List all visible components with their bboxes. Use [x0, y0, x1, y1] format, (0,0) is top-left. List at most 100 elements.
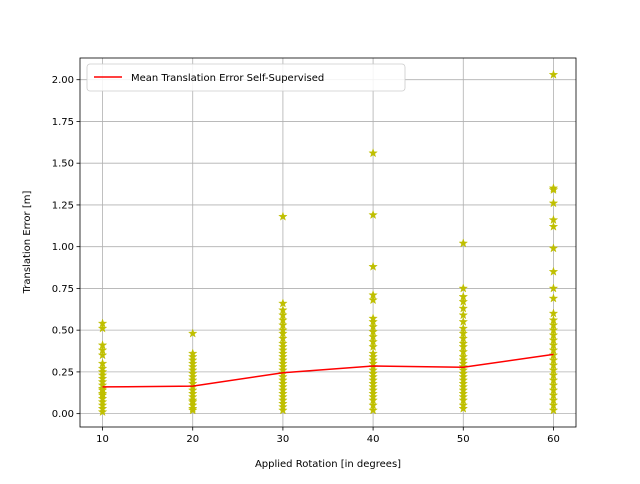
scatter-star [368, 341, 378, 351]
scatter-star [548, 360, 559, 370]
scatter-star [187, 385, 198, 395]
scatter-star [368, 388, 378, 398]
scatter-star [458, 375, 469, 385]
scatter-star [278, 381, 288, 391]
x-tick-label: 30 [277, 434, 290, 445]
scatter-star [458, 403, 469, 413]
scatter-star [97, 373, 108, 383]
scatter-star [548, 340, 559, 350]
scatter-star [97, 376, 108, 386]
scatter-star [368, 385, 378, 395]
scatter-star [548, 293, 559, 303]
scatter-star [458, 296, 469, 306]
scatter-star [97, 403, 108, 413]
scatter-star [278, 325, 288, 335]
scatter-star [278, 391, 288, 401]
scatter-star [548, 320, 559, 330]
scatter-star [187, 361, 198, 371]
y-tick-label: 2.00 [52, 75, 74, 86]
scatter-star [548, 355, 559, 365]
scatter-star [548, 345, 559, 355]
scatter-star [548, 183, 559, 193]
scatter-star [548, 385, 559, 395]
x-tick-label: 60 [547, 434, 560, 445]
scatter-star [548, 365, 559, 375]
scatter-star [278, 385, 288, 395]
scatter-star [548, 198, 559, 208]
scatter-star [278, 378, 288, 388]
scatter-star [458, 341, 469, 351]
scatter-star [458, 391, 469, 401]
scatter-star [97, 388, 108, 398]
scatter-star [278, 388, 288, 398]
scatter-star [458, 388, 469, 398]
scatter-star [97, 318, 108, 328]
legend: Mean Translation Error Self-Supervised [86, 63, 406, 92]
scatter-star [97, 393, 108, 403]
scatter-star [548, 380, 559, 390]
scatter-star [278, 401, 288, 411]
scatter-star [97, 400, 108, 410]
scatter-star [97, 345, 108, 355]
scatter-star [458, 368, 469, 378]
scatter-star [278, 361, 288, 371]
scatter-star [97, 406, 108, 417]
scatter-star [97, 350, 108, 360]
y-tick-label: 1.00 [52, 242, 74, 253]
scatter-star [548, 69, 559, 79]
scatter-star [548, 283, 559, 293]
legend-label: Mean Translation Error Self-Supervised [131, 73, 324, 84]
data-points [97, 69, 559, 417]
scatter-star [458, 355, 469, 365]
y-tick-label: 1.25 [52, 200, 74, 211]
scatter-star [458, 333, 469, 343]
scatter-star [368, 351, 378, 361]
scatter-star [458, 316, 469, 326]
scatter-star [548, 370, 559, 380]
scatter-star [278, 375, 288, 385]
scatter-star [187, 371, 198, 381]
scatter-star [187, 328, 198, 338]
scatter-star [368, 378, 378, 388]
scatter-star [548, 330, 559, 340]
scatter-star [278, 358, 288, 368]
x-tick-label: 10 [96, 434, 109, 445]
scatter-star [548, 315, 559, 325]
scatter-star [278, 371, 288, 381]
scatter-star [187, 400, 198, 410]
y-tick-label: 0.75 [52, 284, 74, 295]
scatter-star [278, 320, 288, 330]
scatter-star [97, 380, 108, 390]
scatter-star [458, 238, 469, 248]
scatter-star [548, 335, 559, 345]
scatter-star [187, 355, 198, 365]
x-tick-label: 50 [457, 434, 470, 445]
x-tick-label: 20 [186, 434, 199, 445]
scatter-star [368, 148, 378, 158]
scatter-star [458, 385, 469, 395]
scatter-star [548, 390, 559, 400]
scatter-star [187, 358, 198, 368]
scatter-star [368, 365, 378, 375]
scatter-star [458, 303, 469, 313]
y-tick-label: 0.25 [52, 367, 74, 378]
scatter-star [278, 348, 288, 358]
scatter-star [548, 400, 559, 410]
scatter-star [368, 209, 378, 219]
scatter-star [187, 391, 198, 401]
x-axis-label: Applied Rotation [in degrees] [255, 459, 401, 470]
scatter-star [97, 358, 108, 368]
scatter-star [278, 333, 288, 343]
scatter-star [458, 283, 469, 293]
plot-frame [79, 57, 577, 428]
grid [80, 58, 576, 427]
scatter-star [97, 396, 108, 406]
scatter-star [97, 323, 108, 333]
scatter-star [368, 381, 378, 391]
scatter-star [548, 325, 559, 335]
scatter-star [548, 405, 559, 415]
scatter-star [368, 331, 378, 341]
scatter-star [187, 403, 198, 413]
